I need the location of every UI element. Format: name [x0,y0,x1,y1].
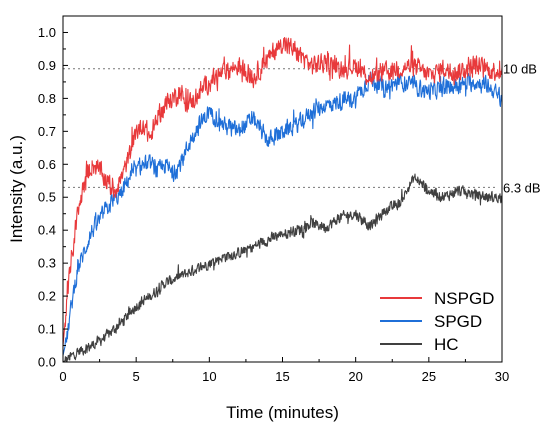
series-line-nspgd [62,36,503,346]
reference-line-label: 6.3 dB [503,180,541,195]
x-tick-label: 30 [495,369,509,384]
y-tick-label: 0.7 [38,124,56,139]
x-axis-title: Time (minutes) [226,403,339,422]
reference-lines: 10 dB 6.3 dB [63,62,541,195]
axes: 0 5 10 15 20 25 30 0.0 0.1 0.2 0.3 0.4 0.5 0.6 0.7 0.8 0… [38,25,509,384]
legend-label: SPGD [434,312,482,331]
y-axis-title: Intensity (a.u.) [7,135,26,243]
series-line-hc [62,173,503,363]
legend: NSPGD SPGD HC [380,289,494,354]
x-tick-label: 20 [348,369,362,384]
y-tick-label: 0.8 [38,91,56,106]
x-tick-label: 0 [59,369,66,384]
legend-label: NSPGD [434,289,494,308]
y-tick-label: 0.4 [38,223,56,238]
y-tick-label: 0.9 [38,58,56,73]
y-tick-label: 0.2 [38,289,56,304]
legend-label: HC [434,335,459,354]
y-tick-label: 0.1 [38,322,56,337]
y-tick-label: 0.6 [38,157,56,172]
reference-line-label: 10 dB [503,62,537,77]
y-tick-label: 1.0 [38,25,56,40]
series-line-spgd [62,71,503,356]
y-tick-label: 0.0 [38,355,56,370]
series-layer [62,36,503,363]
x-tick-label: 25 [422,369,436,384]
x-tick-label: 15 [275,369,289,384]
y-tick-label: 0.3 [38,256,56,271]
x-tick-label: 10 [202,369,216,384]
y-tick-label: 0.5 [38,190,56,205]
x-tick-label: 5 [133,369,140,384]
